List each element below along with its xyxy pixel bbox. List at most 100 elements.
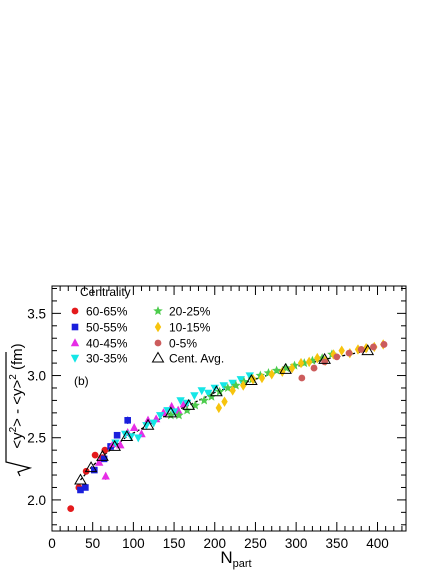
- data-point: [297, 357, 305, 369]
- legend-marker: [153, 306, 163, 316]
- data-point: [67, 505, 75, 513]
- data-point: [245, 372, 254, 381]
- legend-entry: 60-65%: [71, 305, 128, 319]
- data-point: [221, 396, 228, 407]
- data-point: [245, 374, 258, 386]
- data-point: [108, 439, 122, 451]
- data-point: [380, 341, 388, 348]
- data-point: [142, 422, 151, 430]
- y-tick-label: 2.5: [27, 431, 46, 446]
- y-tick-label: 2.0: [27, 493, 46, 508]
- legend-entry: 50-55%: [71, 321, 128, 335]
- data-point: [361, 344, 375, 356]
- data-point: [279, 366, 286, 378]
- plot-border: [51, 285, 407, 532]
- legend-entry: 40-45%: [70, 337, 128, 351]
- axis-labels: 0 50 100 150 200 250 300 350 400 2.0 2.5 3.0 3.5 Npar…: [5, 306, 389, 570]
- data-point: [101, 471, 110, 480]
- x-tick-label: 0: [48, 536, 56, 551]
- data-point: [345, 349, 353, 357]
- data-point: [239, 376, 249, 386]
- data-point: [215, 402, 223, 414]
- data-point: [197, 387, 206, 396]
- data-point: [156, 412, 165, 421]
- data-point: [240, 380, 247, 391]
- data-point: [182, 398, 196, 410]
- legend: Centrality 60-65% 50-55% 40-45%30-35% 20-25%…: [70, 285, 224, 388]
- data-point: [219, 382, 228, 391]
- axis-ticks: [51, 286, 406, 531]
- legend-label: Cent. Avg.: [169, 352, 224, 366]
- data-point: [318, 352, 331, 364]
- y-axis-radical: [5, 352, 33, 477]
- x-axis-title: Npart: [220, 548, 251, 570]
- legend-marker: [71, 323, 79, 331]
- data-point: [249, 374, 257, 385]
- x-tick-label: 300: [285, 536, 308, 551]
- data-point: [357, 346, 365, 353]
- data-point: [199, 395, 209, 405]
- y-axis-title: <y2> - <y>2 (fm): [5, 343, 33, 477]
- legend-label: 30-35%: [86, 352, 128, 366]
- legend-label: 10-15%: [169, 321, 211, 335]
- legend-entry: Cent. Avg.: [151, 351, 224, 366]
- legend-marker: [151, 351, 165, 363]
- panel-label: (b): [74, 374, 89, 388]
- legend-entry: 30-35%: [70, 352, 128, 366]
- legend-marker: [70, 354, 80, 363]
- data-point: [210, 385, 223, 397]
- data-point: [91, 451, 99, 459]
- legend-label: 60-65%: [86, 305, 128, 319]
- legend-title: Centrality: [80, 285, 131, 299]
- data-point: [299, 358, 310, 368]
- data-point: [166, 410, 176, 420]
- series-10-15: [215, 339, 387, 414]
- fit-curve: [79, 350, 368, 481]
- data-point: [305, 356, 313, 368]
- x-tick-label: 400: [366, 536, 389, 551]
- legend-label: 40-45%: [86, 337, 128, 351]
- data-point: [370, 343, 377, 351]
- data-point: [268, 369, 275, 380]
- data-point: [174, 410, 184, 420]
- data-point: [141, 418, 155, 430]
- data-point: [176, 397, 185, 406]
- legend-entry: 20-25%: [153, 305, 211, 319]
- data-point: [279, 362, 292, 374]
- data-point: [120, 429, 134, 441]
- data-point: [258, 372, 266, 384]
- data-point: [281, 363, 292, 373]
- data-point: [164, 406, 178, 418]
- x-tick-label: 350: [326, 536, 349, 551]
- data-point: [190, 392, 199, 401]
- y-tick-label: 3.5: [27, 306, 46, 321]
- data-point: [289, 360, 300, 370]
- data-point: [74, 473, 87, 485]
- data-point: [255, 370, 266, 380]
- legend-label: 20-25%: [169, 305, 211, 319]
- data-point: [333, 353, 341, 361]
- legend-label: 50-55%: [86, 321, 128, 335]
- data-point: [149, 419, 158, 428]
- legend-entry: 10-15%: [154, 321, 211, 335]
- data-point: [231, 380, 241, 390]
- data-point: [236, 376, 245, 384]
- data-point: [271, 365, 282, 375]
- data-point: [100, 455, 108, 463]
- data-point: [298, 374, 306, 382]
- fit-curve-layer: [79, 350, 368, 481]
- legend-marker: [71, 307, 79, 315]
- data-point: [91, 466, 98, 474]
- data-point: [310, 364, 318, 372]
- series-cent-avg: [74, 344, 375, 485]
- data-point: [307, 355, 318, 365]
- legend-marker: [70, 338, 80, 347]
- legend-entry: 0-5%: [154, 337, 197, 351]
- data-point: [77, 486, 84, 494]
- data-point: [129, 423, 139, 431]
- data-point: [228, 379, 237, 388]
- data-point: [223, 382, 233, 393]
- data-point: [82, 484, 89, 491]
- plot-frame: [51, 285, 407, 532]
- data-point: [229, 385, 236, 396]
